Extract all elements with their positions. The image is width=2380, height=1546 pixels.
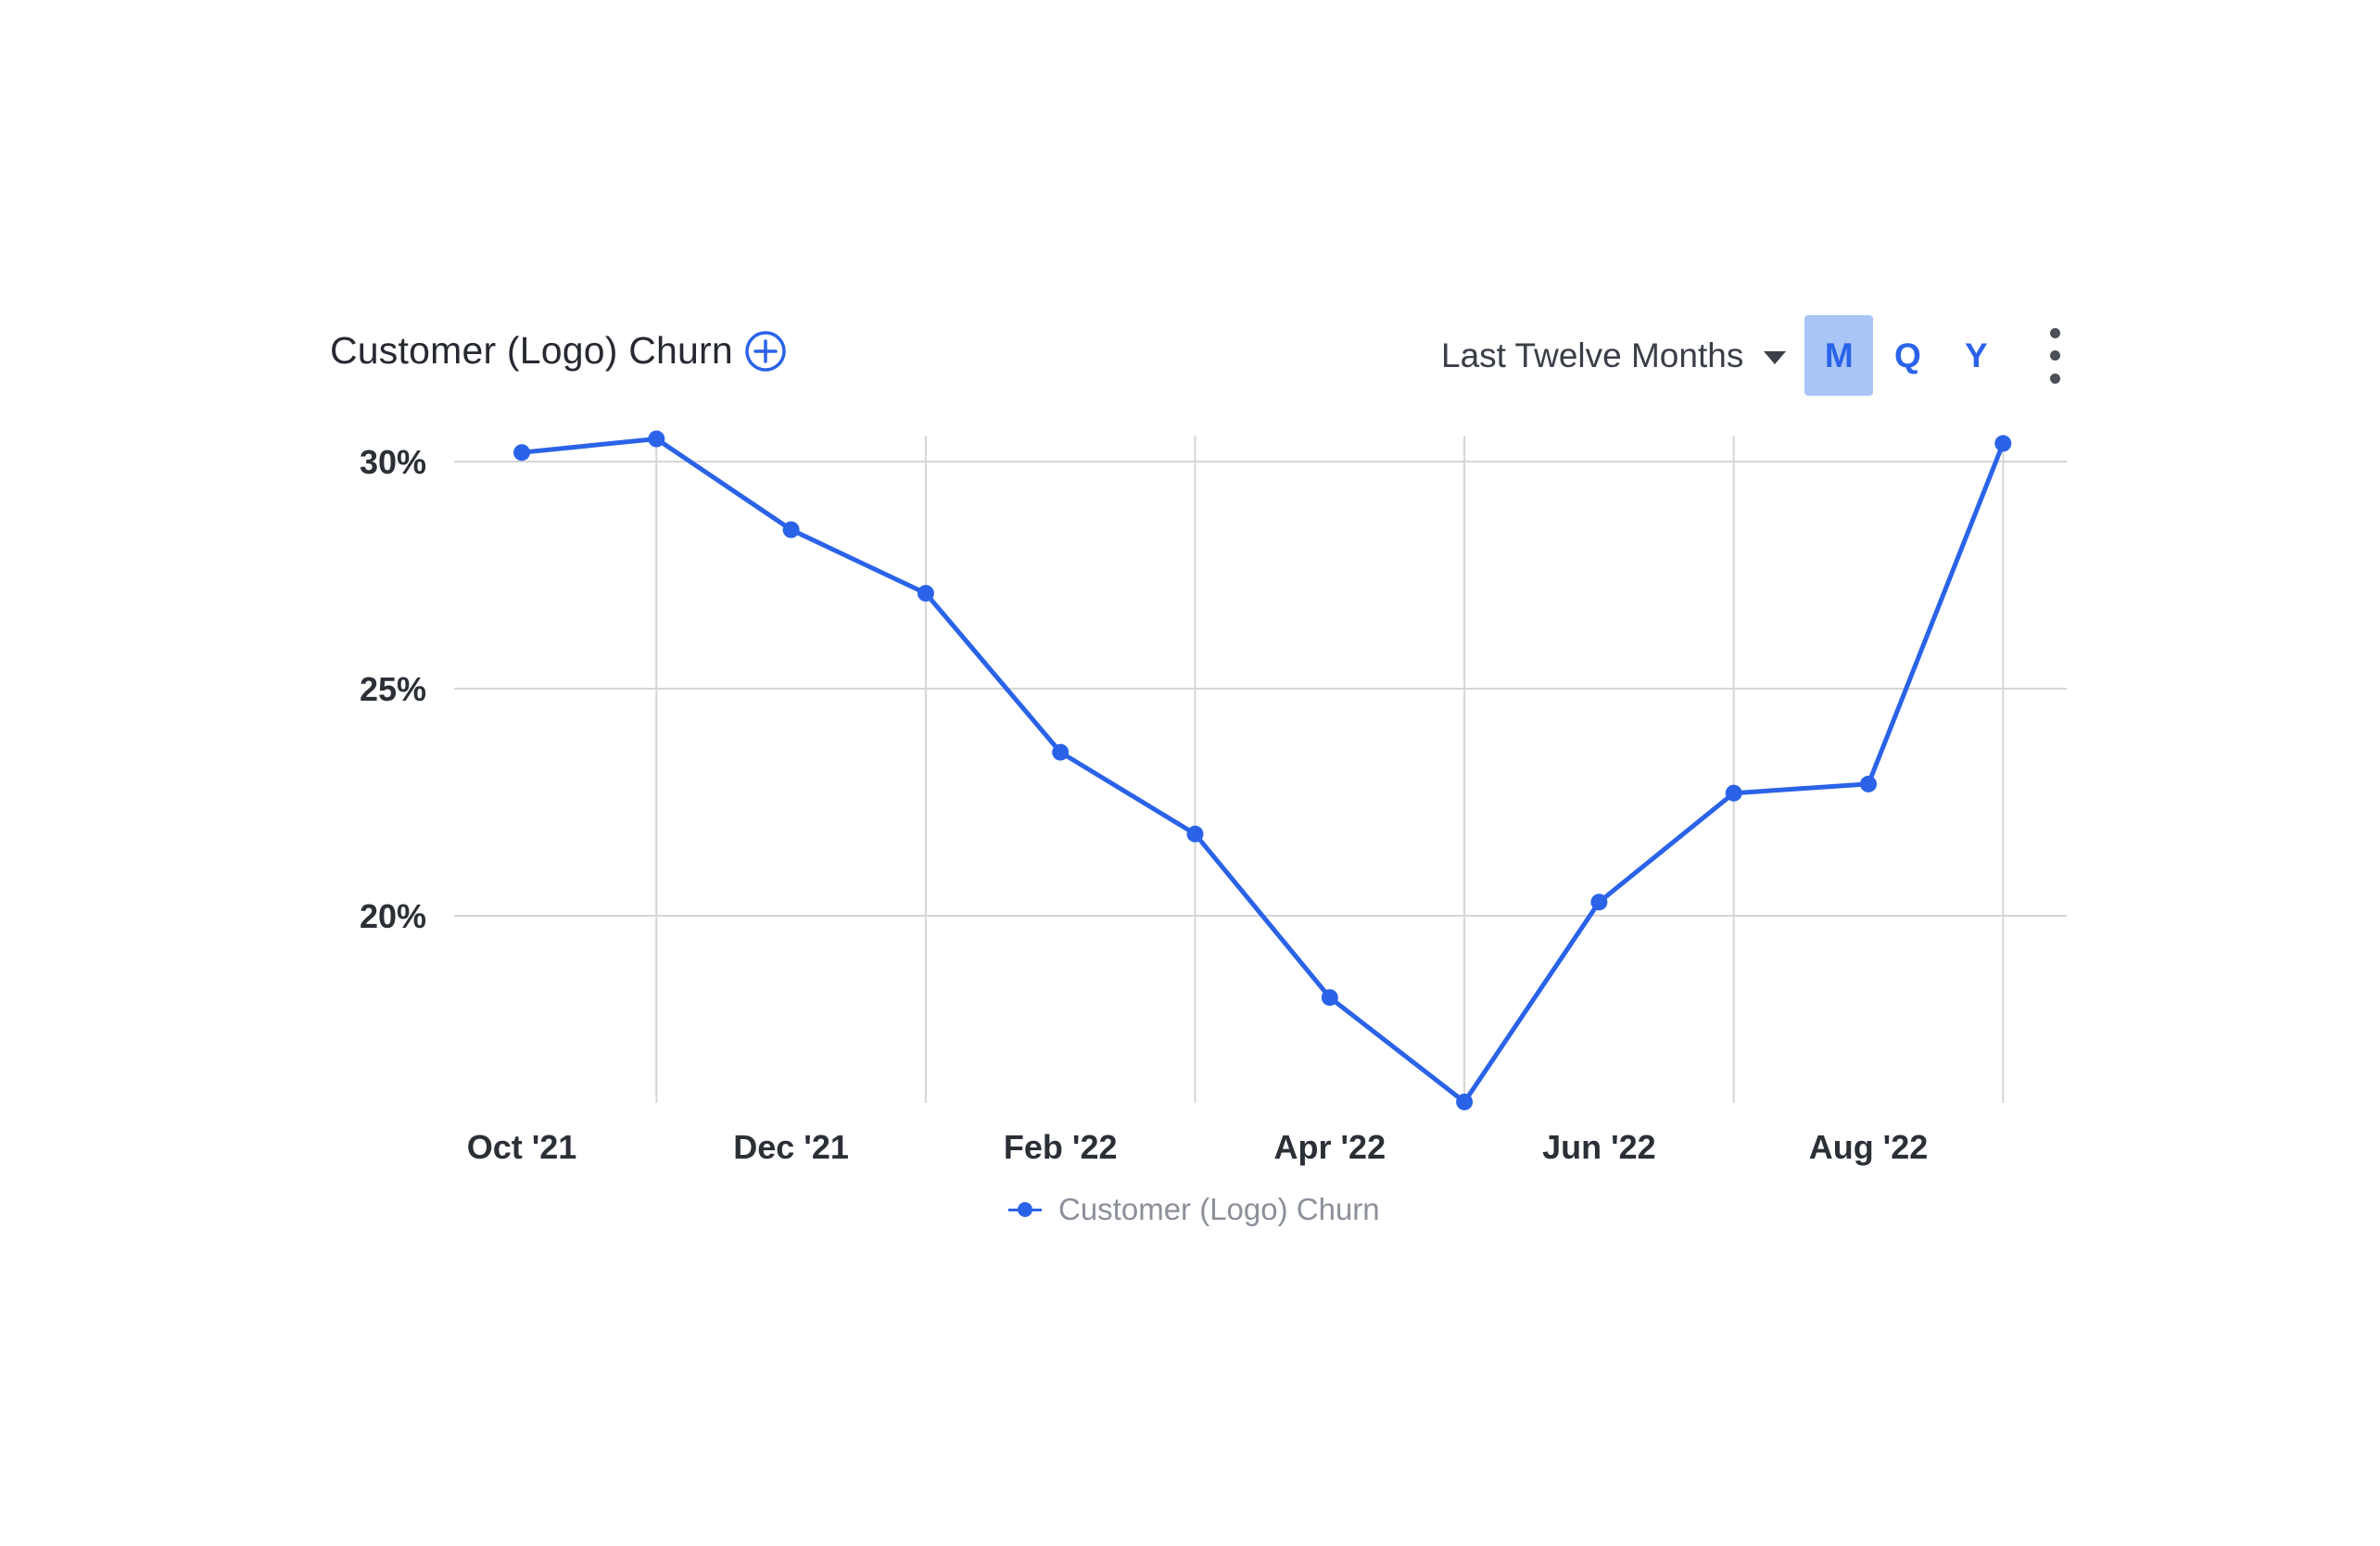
period-quarterly-button[interactable]: Q [1893, 336, 1921, 374]
vertical-dots-icon[interactable] [2044, 327, 2066, 384]
data-point[interactable] [1186, 825, 1204, 843]
y-axis-ticks: 30% 25% 20% [360, 443, 426, 935]
period-yearly-button[interactable]: Y [1964, 336, 1988, 374]
data-point[interactable] [1052, 743, 1070, 761]
data-point[interactable] [1456, 1093, 1474, 1110]
data-point[interactable] [1321, 989, 1338, 1007]
plus-circle-icon[interactable] [744, 330, 787, 373]
x-tick-label: Apr '22 [1273, 1128, 1386, 1166]
data-point[interactable] [648, 430, 665, 448]
legend-line-marker-icon [1008, 1199, 1042, 1220]
y-tick-label: 25% [360, 670, 426, 708]
data-point[interactable] [1860, 775, 1877, 792]
y-tick-label: 30% [360, 443, 426, 481]
x-tick-label: Aug '22 [1809, 1128, 1929, 1166]
title-row: Customer (Logo) Churn [330, 329, 787, 373]
x-tick-label: Feb '22 [1004, 1128, 1118, 1166]
x-axis-ticks: Oct '21 Dec '21 Feb '22 Apr '22 Jun '22 Aug '… [467, 1128, 1929, 1166]
date-range-label: Last Twelve Months [1441, 336, 1744, 374]
chart-controls: Last Twelve Months M Q Y [1441, 315, 2066, 396]
grid-lines [454, 436, 2067, 1103]
x-tick-label: Jun '22 [1542, 1128, 1656, 1166]
x-tick-label: Oct '21 [467, 1128, 577, 1166]
data-point[interactable] [1725, 784, 1742, 802]
x-tick-label: Dec '21 [733, 1128, 849, 1166]
data-point[interactable] [1994, 435, 2012, 452]
y-tick-label: 20% [360, 897, 426, 935]
chart-legend[interactable]: Customer (Logo) Churn [1008, 1192, 1380, 1227]
data-point[interactable] [917, 585, 934, 602]
data-point[interactable] [1590, 893, 1608, 911]
data-point[interactable] [513, 444, 530, 462]
caret-down-icon [1764, 350, 1787, 364]
data-point[interactable] [782, 521, 800, 539]
date-range-dropdown[interactable]: Last Twelve Months [1441, 336, 1787, 375]
series-customer-logo-churn [513, 430, 2012, 1110]
chart-title: Customer (Logo) Churn [330, 329, 733, 372]
legend-label: Customer (Logo) Churn [1058, 1192, 1380, 1226]
series-line [519, 437, 2006, 1105]
period-monthly-button[interactable]: M [1804, 315, 1874, 396]
